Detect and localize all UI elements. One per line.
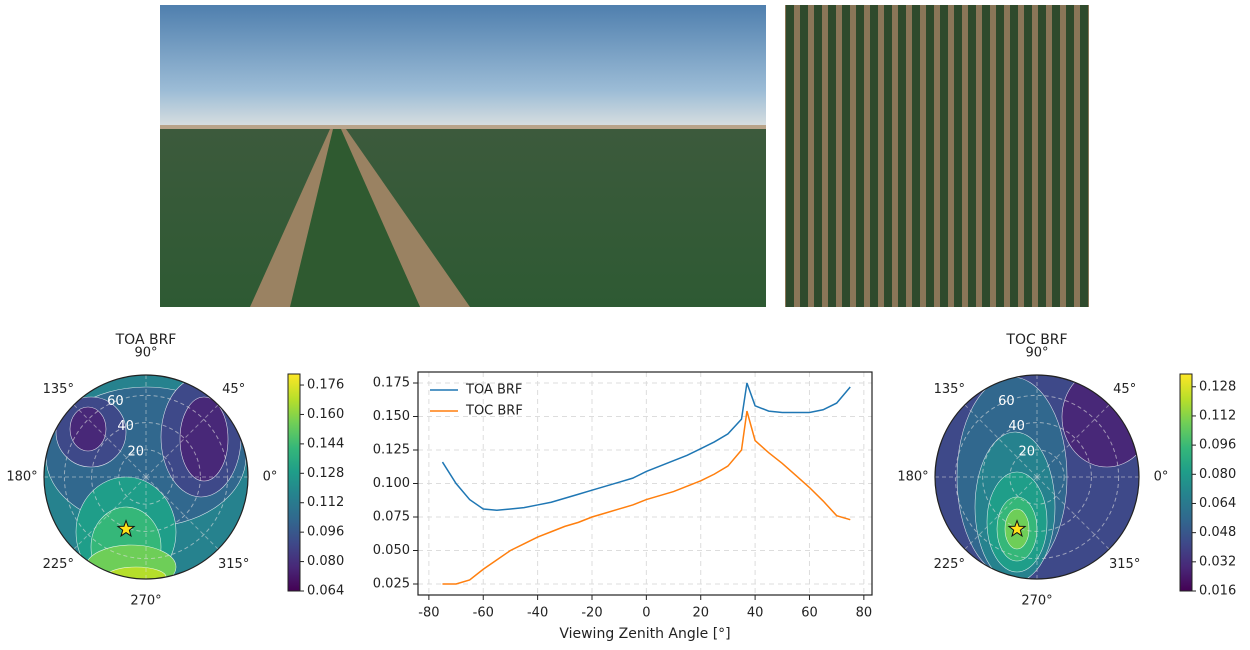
legend-label: TOC BRF	[465, 404, 523, 419]
theta-tick-label: 180°	[6, 470, 37, 485]
x-tick-label: 40	[747, 606, 764, 621]
theta-tick-label: 45°	[1113, 382, 1136, 397]
y-tick-label: 0.125	[373, 442, 410, 457]
x-axis-label: Viewing Zenith Angle [°]	[559, 626, 730, 642]
legend-label: TOA BRF	[465, 383, 522, 398]
page: 2040600°45°90°135°180°225°270°315°TOA BR…	[0, 0, 1250, 650]
colorbar-tick-label: 0.032	[1199, 554, 1236, 569]
colorbar-tick-label: 0.144	[307, 436, 344, 451]
x-tick-label: -80	[418, 606, 439, 621]
theta-tick-label: 225°	[934, 557, 965, 572]
colorbar	[1180, 374, 1192, 591]
y-tick-label: 0.025	[373, 577, 410, 592]
r-tick-label: 40	[1008, 419, 1025, 434]
colorbar-tick-label: 0.080	[1199, 467, 1236, 482]
colorbar-tick-label: 0.016	[1199, 584, 1236, 599]
theta-tick-label: 0°	[263, 470, 278, 485]
colorbar-tick-label: 0.080	[307, 554, 344, 569]
colorbar-tick-label: 0.128	[1199, 379, 1236, 394]
r-tick-label: 60	[107, 394, 124, 409]
theta-tick-label: 225°	[43, 557, 74, 572]
y-tick-label: 0.100	[373, 476, 410, 491]
r-tick-label: 20	[1019, 444, 1036, 459]
theta-tick-label: 135°	[934, 382, 965, 397]
colorbar-tick-label: 0.064	[307, 584, 344, 599]
y-tick-label: 0.050	[373, 543, 410, 558]
contour-band	[70, 407, 106, 451]
figure: 2040600°45°90°135°180°225°270°315°TOA BR…	[0, 0, 1250, 646]
colorbar-tick-label: 0.112	[1199, 408, 1236, 423]
colorbar-tick-label: 0.064	[1199, 496, 1236, 511]
theta-tick-label: 315°	[1109, 557, 1140, 572]
y-tick-label: 0.075	[373, 510, 410, 525]
colorbar-tick-label: 0.160	[307, 407, 344, 422]
chart-title: TOC BRF	[1005, 332, 1067, 348]
r-tick-label: 60	[998, 394, 1015, 409]
theta-tick-label: 0°	[1154, 470, 1169, 485]
colorbar-tick-label: 0.128	[307, 466, 344, 481]
field-photo	[160, 5, 766, 307]
r-tick-label: 20	[128, 444, 145, 459]
y-tick-label: 0.150	[373, 409, 410, 424]
colorbar-tick-label: 0.176	[307, 378, 344, 393]
colorbar-tick-label: 0.096	[307, 525, 344, 540]
colorbar-tick-label: 0.112	[307, 495, 344, 510]
theta-tick-label: 270°	[130, 594, 161, 609]
theta-tick-label: 270°	[1021, 594, 1052, 609]
theta-tick-label: 180°	[897, 470, 928, 485]
aerial-photo	[785, 5, 1089, 307]
colorbar	[288, 374, 300, 591]
colorbar-tick-label: 0.096	[1199, 438, 1236, 453]
x-tick-label: 80	[856, 606, 873, 621]
contour-band	[106, 567, 166, 587]
colorbar-tick-label: 0.048	[1199, 525, 1236, 540]
theta-tick-label: 315°	[218, 557, 249, 572]
x-tick-label: 60	[801, 606, 818, 621]
y-tick-label: 0.175	[373, 375, 410, 390]
theta-tick-label: 45°	[222, 382, 245, 397]
x-tick-label: 20	[692, 606, 709, 621]
x-tick-label: -20	[581, 606, 602, 621]
chart-title: TOA BRF	[115, 332, 177, 348]
theta-tick-label: 135°	[43, 382, 74, 397]
x-tick-label: -60	[473, 606, 494, 621]
x-tick-label: -40	[527, 606, 548, 621]
contour-band	[180, 397, 228, 481]
x-tick-label: 0	[642, 606, 650, 621]
r-tick-label: 40	[117, 419, 134, 434]
